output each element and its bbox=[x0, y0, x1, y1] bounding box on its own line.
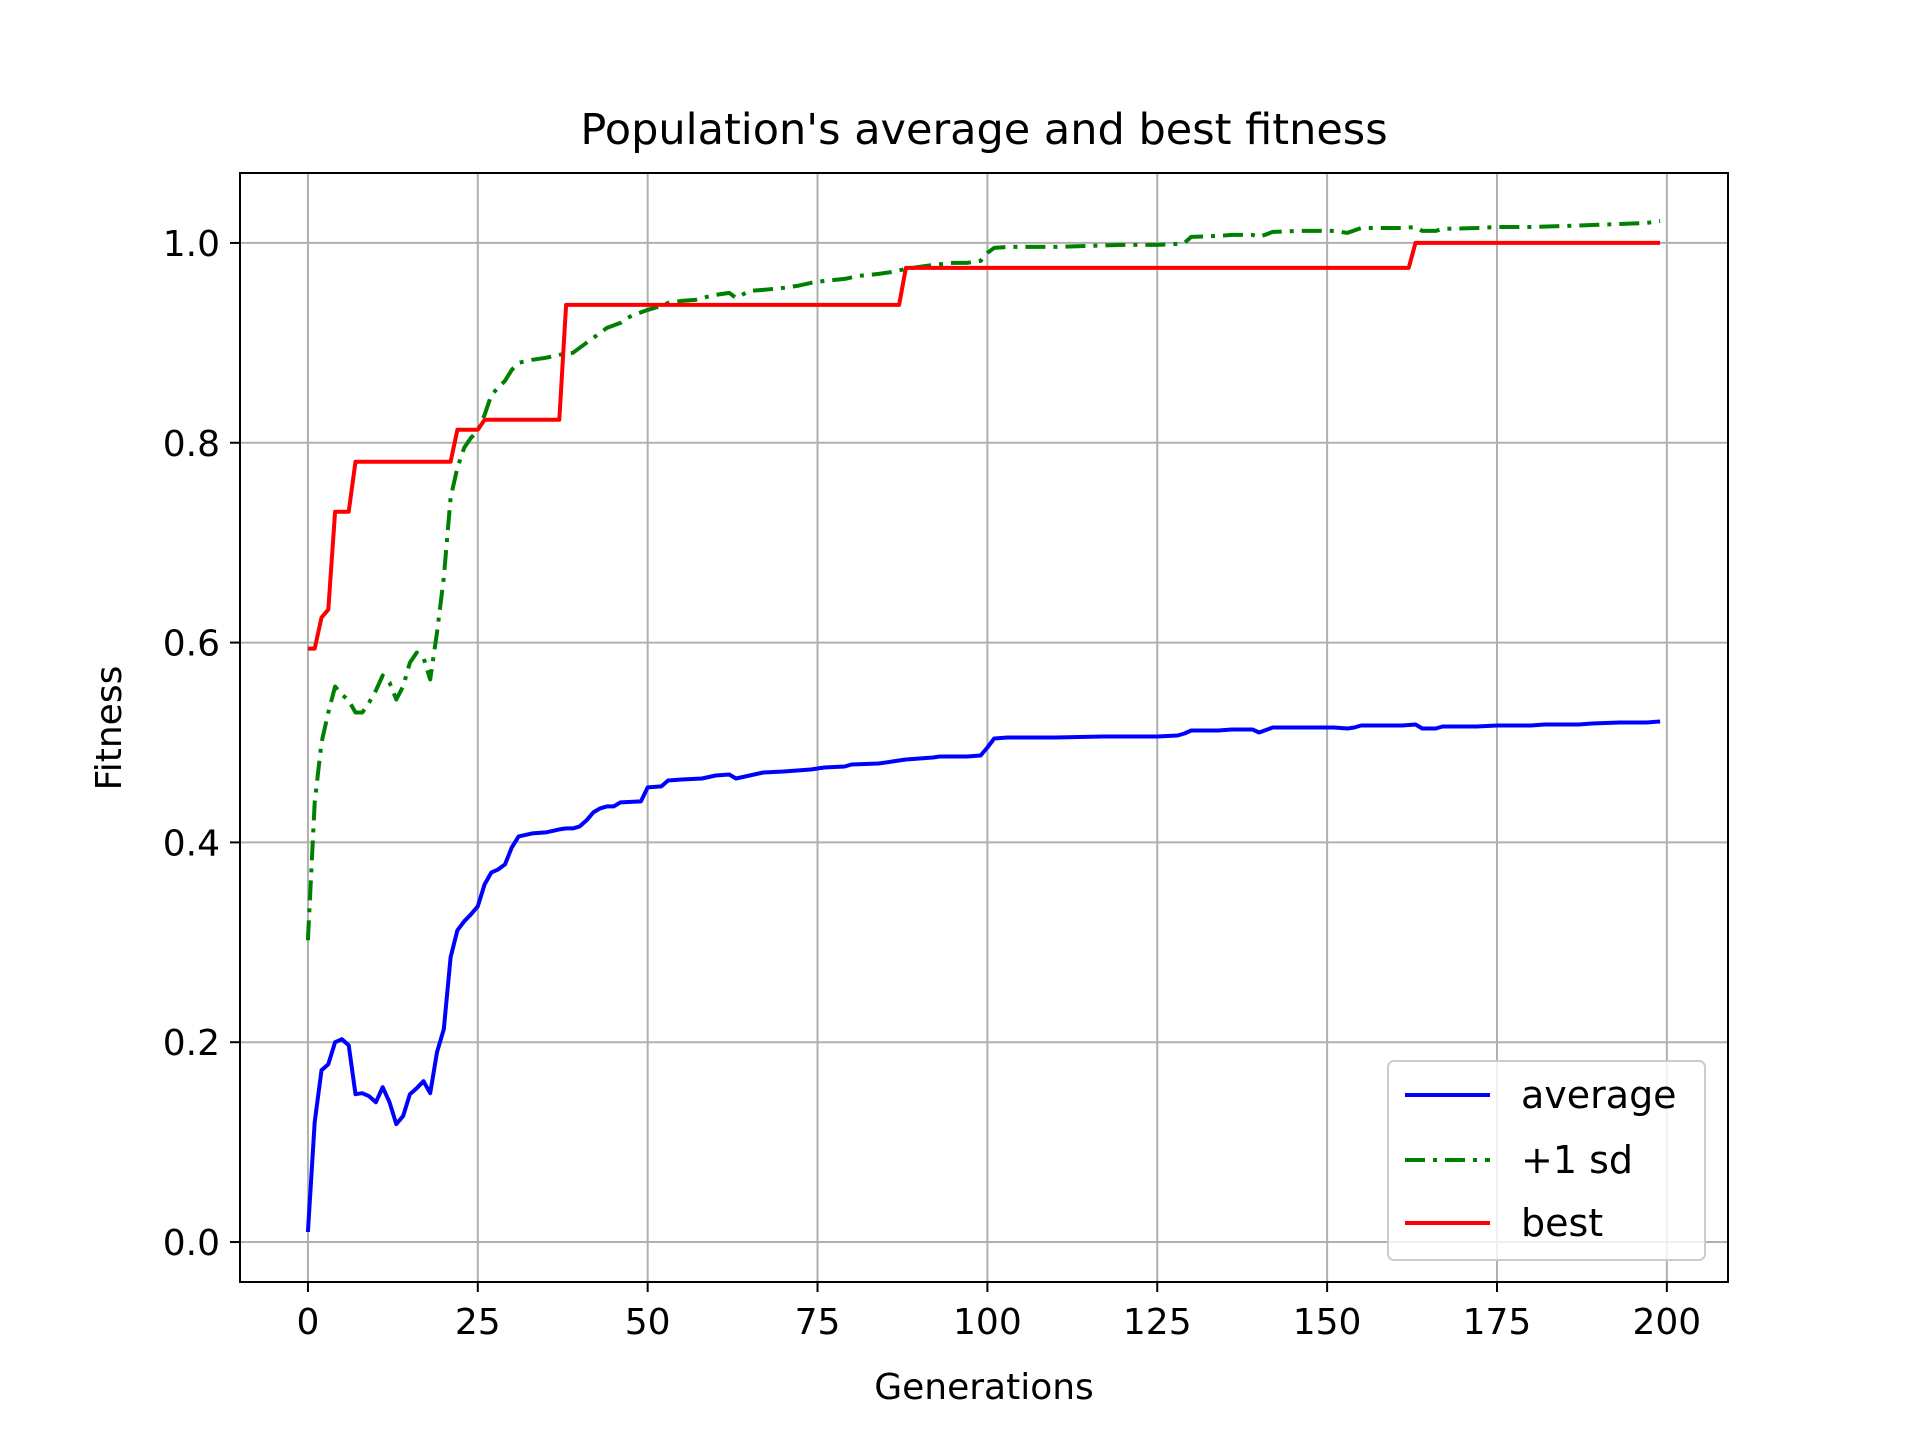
x-tick-label: 0 bbox=[296, 1302, 319, 1343]
series-line-average bbox=[305, 719, 1661, 1233]
ticks: 0 25 50 75 100 125 150 175 200 0.0 0.2 0.4 0.6 0.8 1.0 bbox=[163, 224, 1701, 1343]
chart-title: Population's average and best fitness bbox=[580, 105, 1387, 155]
x-tick-label: 150 bbox=[1293, 1302, 1362, 1343]
legend-box bbox=[1387, 1060, 1706, 1261]
x-tick-label: 75 bbox=[795, 1302, 841, 1343]
x-tick-label: 100 bbox=[953, 1302, 1022, 1343]
x-tick-label: 200 bbox=[1632, 1302, 1701, 1343]
series-layer bbox=[305, 219, 1661, 1233]
legend-label-best: best bbox=[1521, 1201, 1603, 1245]
y-tick-label: 1.0 bbox=[163, 224, 220, 265]
legend-label-plus-1-sd: +1 sd bbox=[1521, 1138, 1633, 1182]
legend: average +1 sd best bbox=[1387, 1060, 1706, 1261]
y-axis-label: Fitness bbox=[89, 666, 130, 791]
y-tick-label: 0.8 bbox=[163, 424, 220, 465]
x-tick-label: 50 bbox=[625, 1302, 671, 1343]
y-tick-label: 0.4 bbox=[163, 823, 220, 864]
x-tick-label: 25 bbox=[455, 1302, 501, 1343]
series-line-best bbox=[307, 240, 1661, 651]
x-tick-label: 175 bbox=[1463, 1302, 1532, 1343]
y-tick-label: 0.6 bbox=[163, 624, 220, 665]
x-axis-label: Generations bbox=[874, 1367, 1094, 1408]
series-line-1-sd bbox=[305, 219, 1661, 941]
legend-label-average: average bbox=[1521, 1073, 1677, 1117]
y-tick-label: 0.2 bbox=[163, 1023, 220, 1064]
x-tick-label: 125 bbox=[1123, 1302, 1192, 1343]
y-tick-label: 0.0 bbox=[163, 1223, 220, 1264]
plot-frame bbox=[239, 172, 1729, 1283]
